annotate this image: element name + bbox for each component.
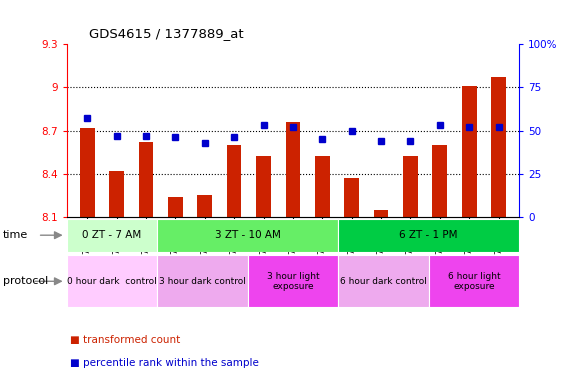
Bar [491,77,506,217]
Bar [109,171,124,217]
Text: protocol: protocol [3,276,48,286]
Bar [227,145,241,217]
Text: 3 ZT - 10 AM: 3 ZT - 10 AM [215,230,281,240]
Text: 6 hour light
exposure: 6 hour light exposure [448,271,500,291]
Bar [429,255,519,307]
Text: time: time [3,230,28,240]
Text: 6 ZT - 1 PM: 6 ZT - 1 PM [400,230,458,240]
Text: 6 hour dark control: 6 hour dark control [340,277,427,286]
Bar [157,219,338,252]
Text: ■ transformed count: ■ transformed count [70,335,180,345]
Bar [338,255,429,307]
Bar [256,157,271,217]
Bar [139,142,153,217]
Bar [315,157,329,217]
Bar [462,86,477,217]
Bar [433,145,447,217]
Bar [285,122,300,217]
Bar [67,219,157,252]
Text: ■ percentile rank within the sample: ■ percentile rank within the sample [70,358,259,368]
Bar [80,128,95,217]
Text: GDS4615 / 1377889_at: GDS4615 / 1377889_at [89,27,244,40]
Bar [168,197,183,217]
Text: 0 ZT - 7 AM: 0 ZT - 7 AM [82,230,142,240]
Bar [403,157,418,217]
Text: 3 hour dark control: 3 hour dark control [159,277,246,286]
Text: 3 hour light
exposure: 3 hour light exposure [267,271,319,291]
Bar [248,255,338,307]
Bar [338,219,519,252]
Bar [374,210,389,217]
Bar [67,255,157,307]
Text: 0 hour dark  control: 0 hour dark control [67,277,157,286]
Bar [197,195,212,217]
Bar [345,178,359,217]
Bar [157,255,248,307]
